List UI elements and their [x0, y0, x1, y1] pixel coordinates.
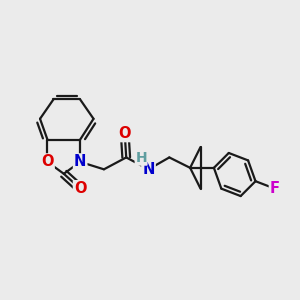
Text: O: O: [74, 181, 86, 196]
Text: N: N: [74, 154, 86, 169]
Text: H: H: [135, 151, 147, 165]
Text: F: F: [270, 181, 280, 196]
Text: O: O: [118, 126, 131, 141]
Text: N: N: [142, 162, 155, 177]
Text: O: O: [41, 154, 54, 169]
